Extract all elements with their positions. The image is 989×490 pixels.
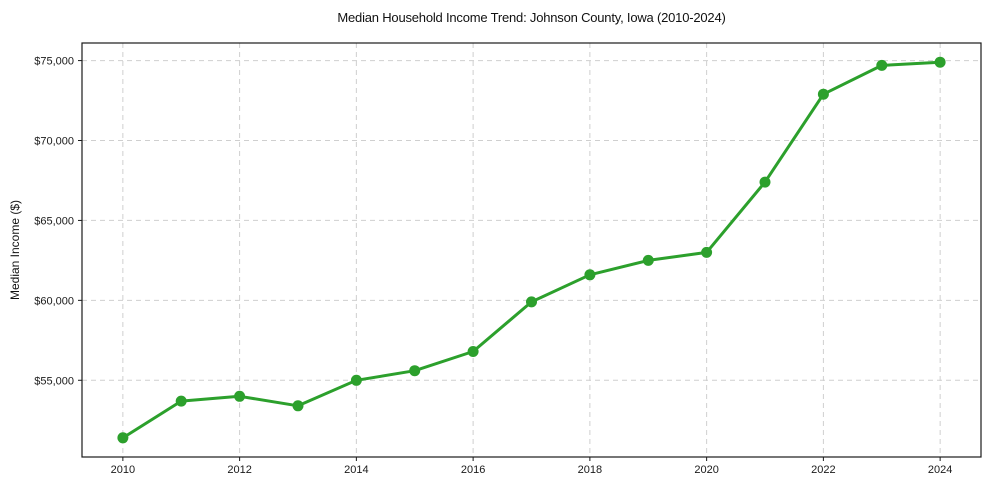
data-point-marker xyxy=(234,390,246,402)
chart-title: Median Household Income Trend: Johnson C… xyxy=(337,10,726,25)
x-tick-label: 2020 xyxy=(694,464,718,476)
y-tick-label: $65,000 xyxy=(34,215,74,227)
x-tick-label: 2010 xyxy=(111,464,135,476)
data-point-marker xyxy=(934,56,946,68)
data-point-marker xyxy=(759,176,771,188)
plot-border xyxy=(81,42,982,458)
data-point-marker xyxy=(409,365,421,377)
x-tick-label: 2012 xyxy=(227,464,251,476)
y-tick-label: $70,000 xyxy=(34,136,74,148)
data-point-marker xyxy=(350,374,362,386)
x-tick-label: 2014 xyxy=(344,464,368,476)
x-tick-label: 2024 xyxy=(928,464,952,476)
y-tick-label: $60,000 xyxy=(34,295,74,307)
data-point-marker xyxy=(876,59,888,71)
data-point-marker xyxy=(584,269,596,281)
x-tick-label: 2022 xyxy=(811,464,835,476)
y-tick-label: $75,000 xyxy=(34,56,74,68)
x-tick-label: 2016 xyxy=(461,464,485,476)
data-point-marker xyxy=(175,395,187,407)
y-tick-label: $55,000 xyxy=(34,375,74,387)
data-point-marker xyxy=(701,246,713,258)
data-point-marker xyxy=(292,400,304,412)
data-point-marker xyxy=(117,432,129,444)
data-point-marker xyxy=(642,254,654,266)
plot-area xyxy=(82,43,981,457)
data-point-marker xyxy=(467,346,479,357)
x-tick-label: 2018 xyxy=(578,464,602,476)
data-point-marker xyxy=(817,88,829,100)
y-axis-title: Median Income ($) xyxy=(8,199,22,301)
data-point-marker xyxy=(526,296,537,308)
